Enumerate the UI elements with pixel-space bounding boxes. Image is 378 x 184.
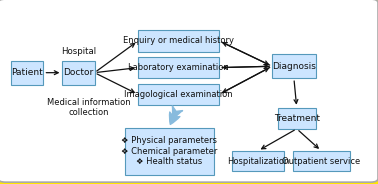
FancyBboxPatch shape	[232, 151, 284, 171]
Text: Imagological examination: Imagological examination	[124, 90, 233, 99]
Text: Treatment: Treatment	[274, 114, 320, 123]
Text: ❖ Physical parameters
❖ Chemical parameter
❖ Health status: ❖ Physical parameters ❖ Chemical paramet…	[121, 137, 217, 166]
FancyBboxPatch shape	[138, 84, 219, 105]
Text: Diagnosis: Diagnosis	[272, 62, 316, 71]
Text: Hospital: Hospital	[61, 47, 96, 56]
Text: Doctor: Doctor	[63, 68, 94, 77]
FancyBboxPatch shape	[138, 57, 219, 78]
FancyBboxPatch shape	[11, 61, 43, 85]
FancyBboxPatch shape	[278, 108, 316, 129]
Text: Patient: Patient	[12, 68, 43, 77]
Text: Enquiry or medical history: Enquiry or medical history	[123, 36, 234, 45]
FancyBboxPatch shape	[125, 128, 214, 175]
FancyBboxPatch shape	[293, 151, 350, 171]
FancyBboxPatch shape	[138, 30, 219, 52]
FancyBboxPatch shape	[62, 61, 94, 85]
Text: Laboratory examination: Laboratory examination	[128, 63, 229, 72]
Text: Outpatient service: Outpatient service	[282, 157, 361, 165]
FancyBboxPatch shape	[272, 54, 316, 78]
Text: Medical information
collection: Medical information collection	[47, 98, 131, 117]
Text: Hospitalization: Hospitalization	[227, 157, 289, 165]
